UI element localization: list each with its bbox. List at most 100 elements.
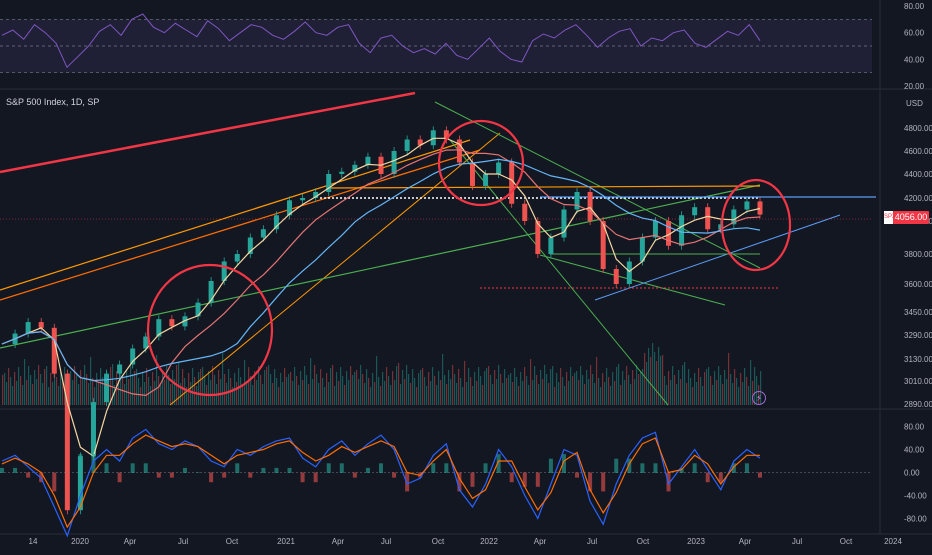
volume-bar bbox=[304, 366, 306, 405]
volume-bar bbox=[552, 366, 554, 405]
volume-bar bbox=[598, 378, 600, 405]
volume-bar bbox=[356, 370, 358, 405]
volume-bar bbox=[254, 371, 256, 405]
volume-bar bbox=[666, 385, 668, 405]
volume-bar bbox=[724, 370, 726, 405]
volume-bar bbox=[354, 372, 356, 405]
volume-bar bbox=[212, 366, 214, 405]
price-tick-label: 4600.00 bbox=[904, 147, 932, 156]
volume-bar bbox=[568, 381, 570, 405]
x-tick-label: Apr bbox=[124, 537, 137, 546]
volume-bar bbox=[126, 370, 128, 405]
volume-bar bbox=[114, 385, 116, 405]
volume-bar bbox=[38, 365, 40, 405]
macd-tick-label: 40.00 bbox=[904, 446, 925, 455]
volume-bar bbox=[208, 371, 210, 405]
candle-body bbox=[626, 261, 632, 284]
volume-bar bbox=[444, 375, 446, 405]
macd-hist-bar bbox=[0, 467, 4, 473]
volume-bar bbox=[166, 366, 168, 405]
volume-bar bbox=[456, 383, 458, 405]
volume-bar bbox=[62, 381, 64, 405]
candle-body bbox=[130, 348, 136, 365]
volume-bar bbox=[294, 367, 296, 405]
macd-hist-bar bbox=[405, 472, 410, 492]
candle-body bbox=[365, 156, 371, 165]
x-tick-label: Apr bbox=[534, 537, 547, 546]
volume-bar bbox=[548, 383, 550, 405]
volume-bar bbox=[438, 371, 440, 405]
macd-hist-bar bbox=[326, 463, 331, 473]
volume-bar bbox=[534, 366, 536, 405]
volume-bar bbox=[496, 379, 498, 405]
volume-bar bbox=[634, 379, 636, 405]
trend-line bbox=[0, 184, 761, 349]
macd-hist-bar bbox=[365, 467, 370, 473]
ma-mid-line bbox=[1, 149, 761, 397]
volume-bar bbox=[612, 372, 614, 405]
volume-bar bbox=[706, 369, 708, 405]
volume-bar bbox=[606, 368, 608, 405]
volume-bar bbox=[394, 380, 396, 405]
volume-bar bbox=[626, 366, 628, 405]
volume-bar bbox=[526, 376, 528, 405]
volume-bar bbox=[220, 379, 222, 405]
volume-bar bbox=[246, 381, 248, 405]
volume-bar bbox=[564, 386, 566, 405]
volume-bar bbox=[338, 381, 340, 405]
volume-bar bbox=[700, 377, 702, 405]
volume-bar bbox=[40, 374, 42, 405]
volume-bar bbox=[302, 380, 304, 405]
macd-hist-bar bbox=[548, 458, 553, 473]
volume-bar bbox=[726, 379, 728, 405]
volume-bar bbox=[154, 381, 156, 405]
volume-bar bbox=[536, 375, 538, 405]
macd-hist-bar bbox=[614, 458, 619, 473]
rsi-tick-label: 60.00 bbox=[904, 29, 925, 38]
volume-bar bbox=[8, 368, 10, 405]
volume-bar bbox=[656, 361, 658, 405]
volume-bar bbox=[432, 367, 434, 405]
volume-bar bbox=[10, 377, 12, 405]
volume-bar bbox=[186, 387, 188, 405]
volume-bar bbox=[270, 374, 272, 405]
macd-hist-bar bbox=[522, 472, 527, 487]
volume-bar bbox=[542, 379, 544, 405]
volume-bar bbox=[80, 370, 82, 405]
volume-bar bbox=[164, 380, 166, 405]
volume-bar bbox=[350, 366, 352, 405]
volume-bar bbox=[442, 354, 444, 405]
volume-bar bbox=[532, 380, 534, 405]
macd-hist-bar bbox=[496, 454, 501, 473]
volume-bar bbox=[404, 379, 406, 405]
volume-bar bbox=[648, 348, 650, 405]
volume-bar bbox=[134, 371, 136, 405]
volume-bar bbox=[392, 371, 394, 405]
volume-bar bbox=[580, 366, 582, 405]
volume-bar bbox=[576, 371, 578, 405]
x-tick-label: Jul bbox=[178, 537, 188, 546]
candle-body bbox=[326, 174, 332, 192]
candle-body bbox=[757, 201, 763, 215]
volume-bar bbox=[540, 370, 542, 405]
volume-bar bbox=[334, 386, 336, 405]
volume-bar bbox=[156, 355, 158, 405]
candle-body bbox=[600, 221, 606, 269]
volume-bar bbox=[88, 383, 90, 405]
volume-bar bbox=[674, 375, 676, 405]
volume-bar bbox=[660, 356, 662, 405]
volume-bar bbox=[708, 367, 710, 405]
candle-body bbox=[509, 162, 515, 204]
macd-hist-bar bbox=[679, 467, 684, 473]
volume-bar bbox=[172, 370, 174, 405]
volume-bar bbox=[118, 380, 120, 405]
volume-bar bbox=[58, 386, 60, 405]
x-tick-label: Apr bbox=[332, 537, 345, 546]
x-tick-label: Oct bbox=[226, 537, 239, 546]
volume-bar bbox=[36, 379, 38, 405]
volume-bar bbox=[452, 365, 454, 405]
bolt-icon[interactable]: ⚡ bbox=[752, 391, 766, 405]
volume-bar bbox=[756, 376, 758, 405]
